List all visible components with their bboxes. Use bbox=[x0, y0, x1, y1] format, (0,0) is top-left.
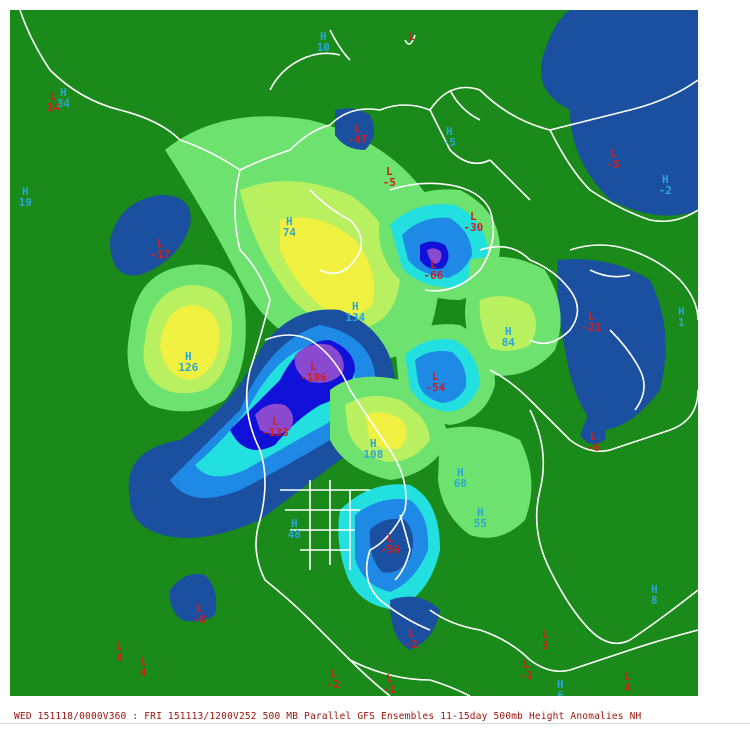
low-marker-letter: L bbox=[140, 655, 147, 668]
low-marker-letter: L bbox=[116, 640, 123, 653]
low-marker-letter: L bbox=[590, 430, 597, 443]
low-marker-value: -5 bbox=[383, 176, 396, 189]
anomaly-west-system bbox=[127, 116, 440, 538]
high-marker-letter: H bbox=[22, 185, 29, 198]
anomaly-subtropical-low bbox=[169, 574, 217, 622]
high-marker-value: 19 bbox=[19, 196, 32, 209]
low-marker-value: -47 bbox=[347, 133, 367, 146]
high-marker-value: 60 bbox=[454, 477, 467, 490]
pressure-markers: H10LL14H34H19L-17L-47H-5L-5L-5H-2H74L-30… bbox=[19, 30, 685, 696]
low-marker-letter: L bbox=[588, 310, 595, 323]
high-marker-letter: H bbox=[352, 300, 359, 313]
low-marker-value: 4 bbox=[140, 666, 147, 679]
caption-divider bbox=[0, 723, 750, 724]
high-marker-value: 1 bbox=[678, 316, 685, 329]
high-marker-value: 34 bbox=[57, 97, 71, 110]
low-marker-letter: L bbox=[432, 370, 439, 383]
high-marker-value: 10 bbox=[317, 41, 330, 54]
low-marker-value: -66 bbox=[423, 269, 443, 282]
low-marker-value: -30 bbox=[463, 221, 483, 234]
high-marker-letter: H bbox=[477, 506, 484, 519]
low-marker-letter: L bbox=[408, 627, 415, 640]
high-marker-letter: H bbox=[320, 30, 327, 43]
high-marker-letter: H bbox=[505, 325, 512, 338]
anomaly-arctic-lows bbox=[335, 108, 500, 425]
low-marker-letter: L bbox=[272, 415, 279, 428]
low-marker-letter: L bbox=[157, 237, 164, 250]
low-marker-value: 3 bbox=[542, 639, 549, 652]
low-marker-letter: L bbox=[610, 147, 617, 160]
high-marker-value: 84 bbox=[502, 336, 516, 349]
low-marker-letter: L bbox=[387, 532, 394, 545]
high-marker-letter: H bbox=[370, 437, 377, 450]
low-marker-value: 4 bbox=[116, 651, 123, 664]
low-marker-value: -1 bbox=[383, 683, 397, 696]
high-marker-value: 126 bbox=[178, 361, 198, 374]
low-marker-letter: L bbox=[523, 658, 530, 671]
anomaly-europe-high bbox=[465, 256, 561, 376]
high-marker-letter: H bbox=[446, 125, 453, 138]
high-marker-letter: H bbox=[286, 215, 293, 228]
high-marker-letter: H bbox=[60, 86, 67, 99]
map-caption: WED 151118/0000V360 : FRI 151113/1200V25… bbox=[14, 711, 642, 722]
anomaly-east-us-low bbox=[338, 484, 440, 650]
low-marker-value: 4 bbox=[624, 681, 631, 694]
low-marker-value: -21 bbox=[581, 321, 601, 334]
low-marker-letter: L bbox=[542, 628, 549, 641]
anomaly-map: H10LL14H34H19L-17L-47H-5L-5L-5H-2H74L-30… bbox=[10, 10, 698, 696]
low-marker-letter: L bbox=[624, 670, 631, 683]
low-marker-letter: L bbox=[386, 165, 393, 178]
low-marker-value: -2 bbox=[520, 669, 533, 682]
low-marker-letter: L bbox=[408, 30, 415, 43]
high-marker-value: 74 bbox=[283, 226, 297, 239]
high-marker-value: -2 bbox=[659, 184, 672, 197]
low-marker-value: -6 bbox=[587, 441, 601, 454]
high-marker-letter: H bbox=[557, 678, 564, 691]
high-marker-value: 134 bbox=[345, 311, 365, 324]
high-marker-letter: H bbox=[185, 350, 192, 363]
low-marker-letter: L bbox=[470, 210, 477, 223]
high-marker-value: 6 bbox=[557, 689, 564, 696]
coastlines bbox=[19, 10, 698, 696]
high-marker-value: 8 bbox=[651, 594, 658, 607]
low-marker-value: -17 bbox=[150, 248, 170, 261]
high-marker-letter: H bbox=[678, 305, 685, 318]
high-marker-value: 48 bbox=[288, 528, 301, 541]
low-marker-value: -54 bbox=[425, 381, 445, 394]
low-marker-value: -8 bbox=[193, 613, 206, 626]
high-marker-value: 55 bbox=[474, 517, 487, 530]
high-marker-letter: H bbox=[291, 517, 298, 530]
low-marker-value: 14 bbox=[47, 101, 61, 114]
high-marker-letter: H bbox=[457, 466, 464, 479]
low-marker-letter: L bbox=[430, 258, 437, 271]
high-marker-letter: H bbox=[662, 173, 669, 186]
low-marker-value: -2 bbox=[405, 638, 418, 651]
low-marker-letter: L bbox=[196, 602, 203, 615]
low-marker-value: -133 bbox=[262, 426, 289, 439]
low-marker-letter: L bbox=[50, 90, 57, 103]
low-marker-value: -5 bbox=[607, 158, 620, 171]
high-marker-letter: H bbox=[651, 583, 658, 596]
low-marker-letter: L bbox=[386, 672, 393, 685]
low-marker-letter: L bbox=[330, 667, 337, 680]
low-marker-value: -2 bbox=[327, 678, 340, 691]
high-marker-value: 108 bbox=[363, 448, 383, 461]
low-marker-value: -196 bbox=[300, 371, 327, 384]
anomaly-pacific-low bbox=[110, 195, 191, 276]
low-marker-value: -56 bbox=[380, 543, 400, 556]
high-marker-value: -5 bbox=[443, 136, 456, 149]
low-marker-letter: L bbox=[310, 360, 317, 373]
anomaly-atlantic-high bbox=[438, 426, 532, 538]
low-marker-letter: L bbox=[354, 122, 361, 135]
